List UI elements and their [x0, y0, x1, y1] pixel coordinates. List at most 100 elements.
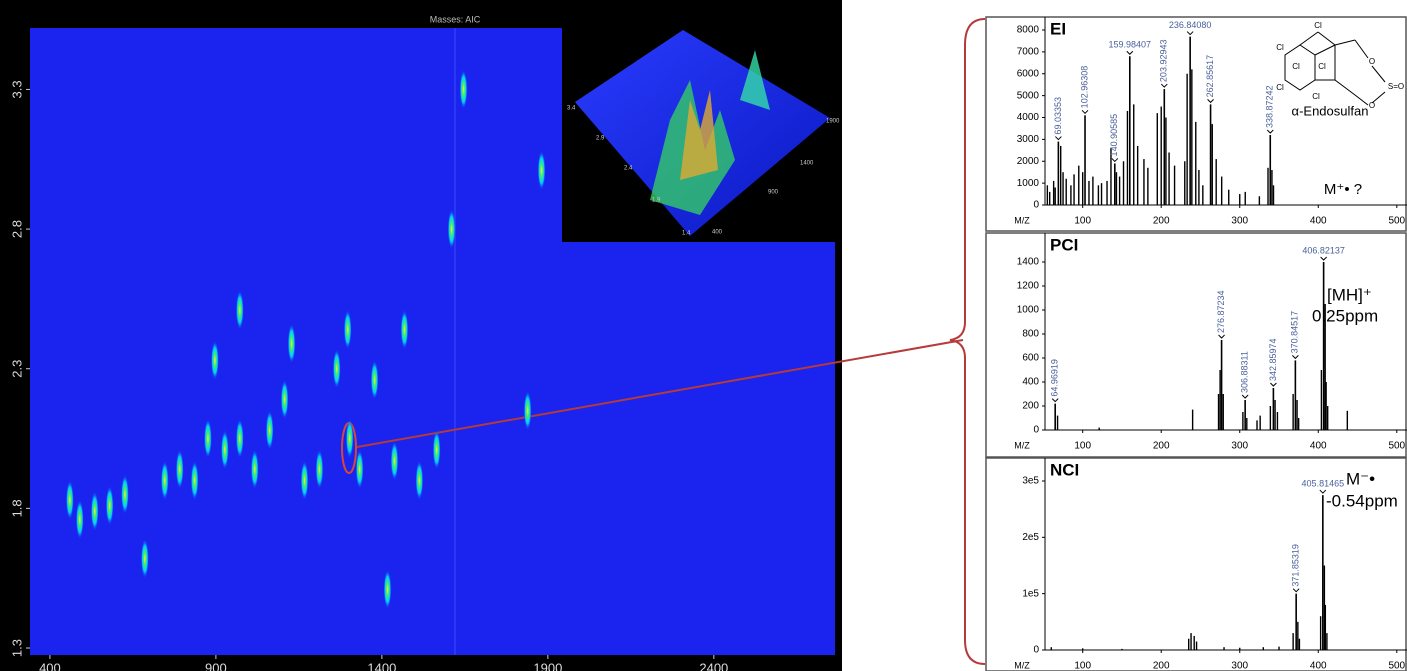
peak-marker [1320, 256, 1327, 261]
y-tick-label: 1000 [1017, 305, 1040, 316]
panel-frame [985, 457, 1407, 671]
y-tick-label: 1000 [1017, 178, 1040, 189]
atom-label: O [1369, 57, 1375, 66]
peak-spot [523, 390, 532, 431]
y-tick-label: 600 [1022, 353, 1039, 364]
peak-label: 203.92943 [1159, 40, 1169, 83]
y-tick-label: 3000 [1017, 134, 1040, 145]
peak-spot [332, 348, 341, 389]
peak-spot [190, 460, 199, 501]
annotation: [MH]⁺ [1327, 285, 1372, 304]
x-axis-label: M/Z [1014, 215, 1030, 225]
peak-spot [120, 474, 129, 515]
y-tick-label: 1.3 [9, 639, 24, 657]
peak-marker [1160, 83, 1168, 88]
panel-label: EI [1050, 19, 1066, 38]
x-axis-label: M/Z [1014, 440, 1030, 450]
peak-marker [1241, 394, 1249, 399]
peak-label: 69.03353 [1053, 97, 1063, 135]
peak-spot [370, 359, 379, 400]
peak-spot [175, 449, 184, 490]
peak-spot [355, 449, 364, 490]
peak-spot [415, 460, 424, 501]
peak-spot [459, 69, 468, 110]
atom-label: Cl [1292, 62, 1300, 71]
peak-marker [1081, 109, 1089, 115]
peak-label: 159.98407 [1109, 40, 1152, 50]
peak-spot [203, 418, 212, 459]
x-tick-label: 200 [1153, 661, 1170, 671]
x-tick-label: 400 [1310, 216, 1327, 227]
inset-x-tick-label: 1400 [800, 161, 814, 167]
annotation: α-Endosulfan [1292, 103, 1369, 118]
x-tick-label: 300 [1231, 661, 1248, 671]
peak-marker [1111, 158, 1119, 163]
peak-spot [343, 309, 352, 350]
x-tick-label: 900 [205, 660, 227, 671]
inset-y-tick-label: 3.4 [567, 106, 576, 112]
atom-label: Cl [1276, 83, 1284, 92]
peak-label: 371.85319 [1291, 544, 1301, 587]
x-tick-label: 400 [1310, 661, 1327, 671]
peak-spot [235, 418, 244, 459]
x-tick-label: 100 [1074, 216, 1091, 227]
y-tick-label: 1.8 [9, 499, 24, 517]
peak-label: 102.96308 [1079, 66, 1089, 109]
peak-spot [65, 479, 74, 520]
y-tick-label: 2e5 [1022, 532, 1039, 543]
x-tick-label: 100 [1074, 661, 1091, 671]
peak-spot [287, 323, 296, 364]
peak-spot [140, 538, 149, 579]
x-tick-label: 2400 [699, 660, 728, 671]
peak-spot [265, 410, 274, 451]
peak-spot [250, 449, 259, 490]
peak-marker [1218, 334, 1225, 339]
peak-label: 140.90585 [1109, 114, 1119, 157]
inset-x-tick-label: 900 [768, 190, 779, 196]
inset-x-tick-label: 1900 [826, 119, 840, 125]
chart-title: Masses: AIC [430, 14, 481, 24]
brace [949, 18, 986, 665]
atom-label: Cl [1314, 21, 1322, 30]
peak-label: 64.96919 [1050, 359, 1060, 397]
y-tick-label: 400 [1022, 377, 1039, 388]
atom-label: O [1369, 101, 1375, 110]
peak-label: 342.85974 [1268, 338, 1278, 381]
peak-spot [160, 460, 169, 501]
y-tick-label: 3.3 [9, 80, 24, 98]
atom-label: Cl [1318, 62, 1326, 71]
annotation: -0.54ppm [1326, 491, 1398, 510]
peak-spot [220, 429, 229, 470]
inset-peaks [680, 90, 718, 180]
peak-spot [447, 209, 456, 250]
peak-label: 276.87234 [1216, 290, 1226, 333]
peak-label: 338.87242 [1265, 85, 1275, 128]
y-tick-label: 6000 [1017, 68, 1040, 79]
y-tick-label: 2.8 [9, 220, 24, 238]
peak-marker [1186, 31, 1194, 36]
peak-spot [400, 309, 409, 350]
y-tick-label: 0 [1033, 645, 1039, 656]
inset-y-tick-label: 1.4 [682, 231, 691, 237]
atom-label: S=O [1388, 82, 1404, 91]
peak-spot [432, 429, 441, 470]
x-tick-label: 400 [1310, 441, 1327, 452]
panel-label: PCI [1050, 235, 1078, 254]
x-tick-label: 200 [1153, 441, 1170, 452]
peak-spot [90, 491, 99, 532]
peak-spot [235, 290, 244, 331]
y-tick-label: 1e5 [1022, 588, 1039, 599]
inset-peaks [740, 50, 770, 110]
peak-marker [1207, 99, 1214, 104]
structure [1284, 31, 1386, 106]
y-tick-label: 1400 [1017, 257, 1040, 268]
peak-label: 306.88311 [1240, 351, 1250, 393]
y-tick-label: 8000 [1017, 25, 1040, 36]
annotation: 0.25ppm [1312, 306, 1378, 325]
peak-spot [210, 340, 219, 381]
peak-spot [383, 569, 392, 610]
peak-marker [1126, 50, 1134, 55]
inset-y-tick-label: 2.4 [624, 166, 633, 172]
y-tick-label: 0 [1033, 200, 1039, 211]
y-tick-label: 800 [1022, 329, 1039, 340]
